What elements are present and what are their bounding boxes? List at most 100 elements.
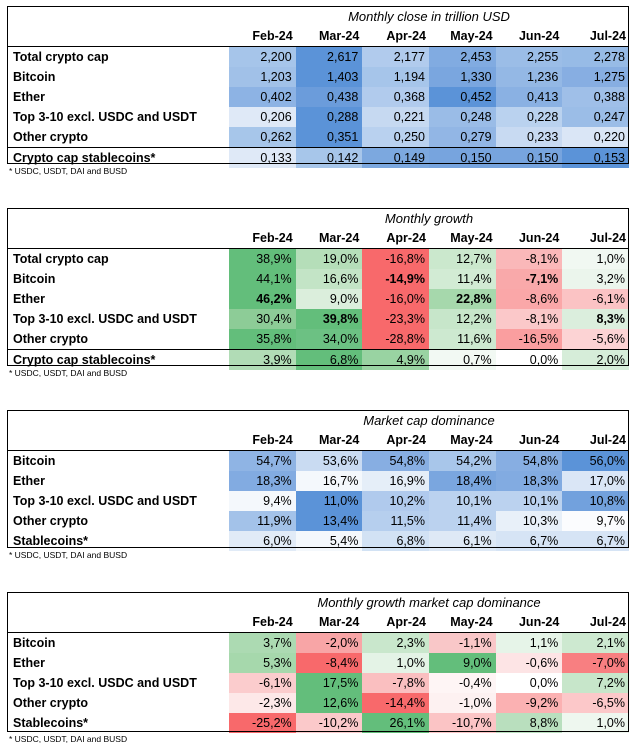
- row-label: Bitcoin: [13, 454, 56, 468]
- value-cell: 0,220: [562, 127, 629, 148]
- value-cell: -2,3%: [229, 693, 296, 713]
- value-cell: 0,413: [495, 87, 563, 107]
- value-cell: 0,228: [495, 107, 563, 127]
- value-cell: 11,9%: [229, 511, 296, 531]
- value-cell: 11,5%: [362, 511, 429, 531]
- value-cell: 2,453: [428, 46, 496, 67]
- data-table: Market cap dominance Feb-24 Mar-24 Apr-2…: [7, 410, 630, 551]
- value-cell: -1,0%: [428, 693, 496, 713]
- month-header: Jun-24: [518, 231, 560, 245]
- row-label: Crypto cap stablecoins*: [13, 353, 156, 367]
- value-cell: 13,4%: [295, 511, 363, 531]
- value-cell: 6,8%: [362, 531, 429, 551]
- table-market-cap-dominance: Market cap dominance Feb-24 Mar-24 Apr-2…: [7, 410, 630, 551]
- row-label: Bitcoin: [13, 636, 56, 650]
- value-cell: 1,0%: [562, 248, 629, 269]
- value-cell: 9,0%: [295, 289, 363, 309]
- month-header: Jun-24: [518, 615, 560, 629]
- month-header: Mar-24: [319, 433, 360, 447]
- row-label: Top 3-10 excl. USDC and USDT: [13, 676, 197, 690]
- footnote: * USDC, USDT, DAI and BUSD: [9, 368, 128, 378]
- month-header: Jun-24: [518, 29, 560, 43]
- value-cell: 1,0%: [362, 653, 429, 673]
- table-row: Bitcoin 3,7% -2,0% 2,3% -1,1% 1,1% 2,1%: [7, 632, 629, 653]
- value-cell: 0,351: [295, 127, 363, 148]
- value-cell: 16,6%: [295, 269, 363, 289]
- data-table: Monthly growth Feb-24 Mar-24 Apr-24 May-…: [7, 208, 629, 370]
- table-row: Other crypto 11,9% 13,4% 11,5% 11,4% 10,3% 9,7…: [7, 511, 630, 531]
- value-cell: 11,4%: [428, 269, 496, 289]
- value-cell: 0,288: [295, 107, 363, 127]
- value-cell: -9,2%: [495, 693, 563, 713]
- table-monthly-close: Monthly close in trillion USD Feb-24 Mar…: [7, 6, 629, 168]
- value-cell: 16,9%: [362, 471, 429, 491]
- table-row: Total crypto cap 2,200 2,617 2,177 2,453 2,25…: [7, 46, 629, 67]
- value-cell: 8,8%: [495, 713, 563, 733]
- table-row: Bitcoin 54,7% 53,6% 54,8% 54,2% 54,8% 56,0%: [7, 450, 630, 471]
- value-cell: -7,0%: [562, 653, 629, 673]
- value-cell: 2,1%: [562, 632, 629, 653]
- value-cell: 26,1%: [362, 713, 429, 733]
- value-cell: 46,2%: [229, 289, 296, 309]
- value-cell: 5,4%: [295, 531, 363, 551]
- row-label: Total crypto cap: [13, 252, 109, 266]
- value-cell: 17,0%: [562, 471, 630, 491]
- value-cell: 7,2%: [562, 673, 629, 693]
- value-cell: 1,275: [562, 67, 629, 87]
- table-row: Other crypto 0,262 0,351 0,250 0,279 0,233 0,2…: [7, 127, 629, 148]
- header-row: Feb-24 Mar-24 Apr-24 May-24 Jun-24 Jul-2…: [7, 612, 629, 633]
- value-cell: 44,1%: [229, 269, 296, 289]
- value-cell: 0,262: [229, 127, 296, 148]
- table-title: Monthly close in trillion USD: [348, 8, 510, 24]
- table-row: Ether 18,3% 16,7% 16,9% 18,4% 18,3% 17,0%: [7, 471, 630, 491]
- table-row: Other crypto 35,8% 34,0% -28,8% 11,6% -16,5% -…: [7, 329, 629, 350]
- value-cell: 12,7%: [428, 248, 496, 269]
- table-row: Stablecoins* -25,2% -10,2% 26,1% -10,7% 8,8% 1…: [7, 713, 629, 733]
- value-cell: 2,617: [295, 46, 363, 67]
- row-label: Ether: [13, 90, 45, 104]
- value-cell: 12,2%: [428, 309, 496, 329]
- value-cell: -16,0%: [362, 289, 429, 309]
- value-cell: 10,2%: [362, 491, 429, 511]
- month-header: Jun-24: [518, 433, 560, 447]
- month-header: May-24: [450, 29, 493, 43]
- table-row: Ether 5,3% -8,4% 1,0% 9,0% -0,6% -7,0%: [7, 653, 629, 673]
- month-header: May-24: [450, 231, 493, 245]
- value-cell: -8,1%: [495, 309, 563, 329]
- month-header: Jul-24: [589, 615, 626, 629]
- table-growth-market-cap-dominance: Monthly growth market cap dominance Feb-…: [7, 592, 629, 733]
- row-label: Ether: [13, 474, 45, 488]
- value-cell: 0,149: [362, 147, 429, 168]
- value-cell: 6,7%: [562, 531, 630, 551]
- value-cell: 0,0%: [495, 673, 563, 693]
- row-label: Bitcoin: [13, 70, 56, 84]
- header-row: Feb-24 Mar-24 Apr-24 May-24 Jun-24 Jul-2…: [7, 228, 629, 249]
- value-cell: -10,2%: [295, 713, 363, 733]
- table-row: Crypto cap stablecoins* 0,133 0,142 0,149 0,…: [7, 147, 629, 168]
- value-cell: 4,9%: [362, 349, 429, 370]
- value-cell: 17,5%: [295, 673, 363, 693]
- value-cell: -16,5%: [495, 329, 563, 350]
- table-row: Top 3-10 excl. USDC and USDT -6,1% 17,5% -7…: [7, 673, 629, 693]
- value-cell: 2,3%: [362, 632, 429, 653]
- value-cell: 2,177: [362, 46, 429, 67]
- month-header: Apr-24: [386, 231, 426, 245]
- value-cell: -8,1%: [495, 248, 563, 269]
- value-cell: 2,278: [562, 46, 629, 67]
- value-cell: 6,8%: [295, 349, 363, 370]
- value-cell: 1,330: [428, 67, 496, 87]
- month-header: Jul-24: [589, 231, 626, 245]
- value-cell: 56,0%: [562, 450, 630, 471]
- value-cell: 0,388: [562, 87, 629, 107]
- value-cell: 1,194: [362, 67, 429, 87]
- row-label: Ether: [13, 656, 45, 670]
- data-table: Monthly growth market cap dominance Feb-…: [7, 592, 629, 733]
- value-cell: 10,1%: [495, 491, 563, 511]
- row-label: Top 3-10 excl. USDC and USDT: [13, 312, 197, 326]
- value-cell: 8,3%: [562, 309, 629, 329]
- value-cell: 22,8%: [428, 289, 496, 309]
- table-row: Top 3-10 excl. USDC and USDT 30,4% 39,8% -2…: [7, 309, 629, 329]
- value-cell: 1,0%: [562, 713, 629, 733]
- value-cell: 35,8%: [229, 329, 296, 350]
- value-cell: -0,6%: [495, 653, 563, 673]
